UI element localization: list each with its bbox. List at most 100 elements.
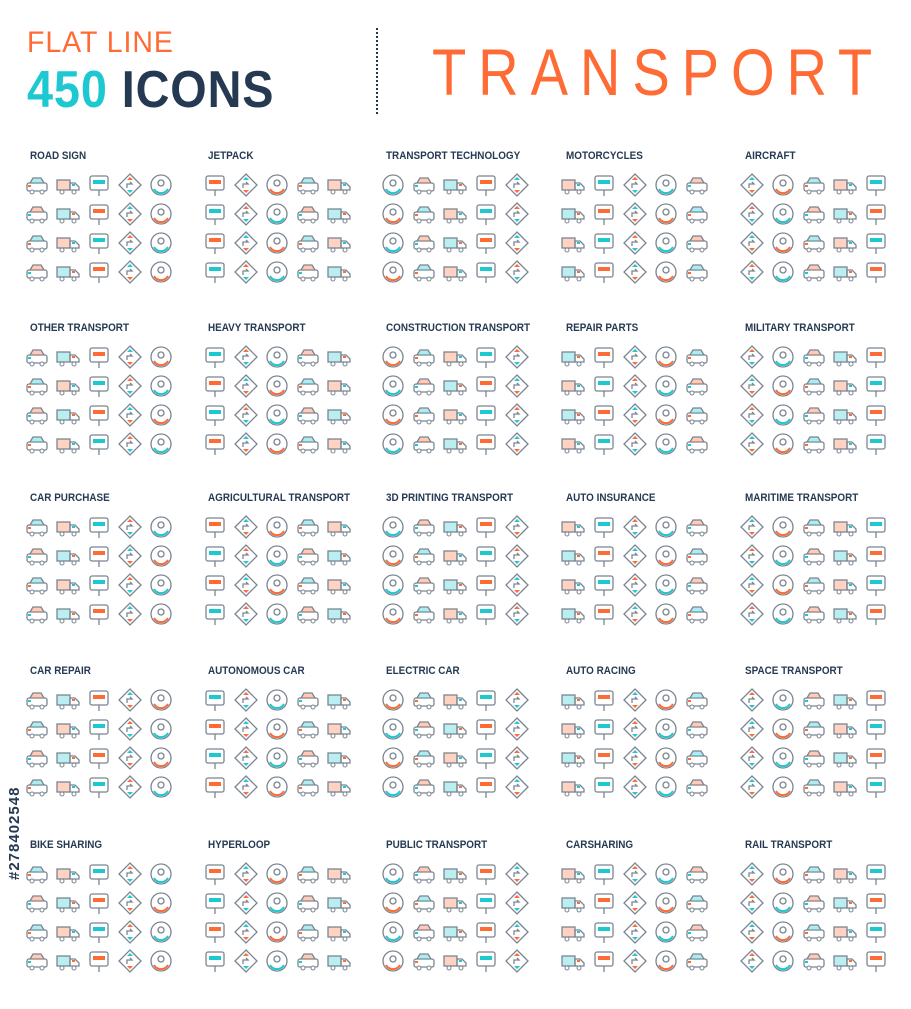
diamond-icon xyxy=(505,173,529,197)
sign-icon xyxy=(866,175,886,196)
circle-icon xyxy=(382,776,404,798)
circle-icon xyxy=(655,232,677,254)
category-military-transport: MILITARY TRANSPORT xyxy=(740,322,911,492)
circle-icon xyxy=(382,863,404,885)
diamond-icon xyxy=(623,920,647,944)
diamond-icon xyxy=(234,688,258,712)
diamond-icon xyxy=(118,432,142,456)
circle-icon xyxy=(655,375,677,397)
sign-icon xyxy=(594,893,614,914)
circle-icon xyxy=(382,433,404,455)
sign-icon xyxy=(594,690,614,711)
car-icon xyxy=(686,548,708,566)
circle-icon xyxy=(150,747,172,769)
circle-icon xyxy=(150,863,172,885)
truck-icon xyxy=(443,208,467,224)
circle-icon xyxy=(266,574,288,596)
sign-icon xyxy=(866,719,886,740)
diamond-icon xyxy=(623,374,647,398)
diamond-icon xyxy=(623,891,647,915)
icon-grid xyxy=(24,861,179,977)
sign-icon xyxy=(89,434,109,455)
truck-icon xyxy=(561,409,585,425)
diamond-icon xyxy=(740,746,764,770)
truck-icon xyxy=(327,179,351,195)
car-icon xyxy=(803,548,825,566)
circle-icon xyxy=(655,950,677,972)
car-icon xyxy=(413,407,435,425)
truck-icon xyxy=(443,438,467,454)
truck-icon xyxy=(327,550,351,566)
icon-grid xyxy=(202,172,357,288)
sign-icon xyxy=(205,405,225,426)
sign-icon xyxy=(205,546,225,567)
circle-icon xyxy=(150,545,172,567)
truck-icon xyxy=(833,723,857,739)
icon-grid xyxy=(380,514,535,630)
circle-icon xyxy=(382,404,404,426)
diamond-icon xyxy=(740,515,764,539)
diamond-icon xyxy=(505,231,529,255)
sign-icon xyxy=(476,575,496,596)
diamond-icon xyxy=(234,515,258,539)
car-icon xyxy=(686,349,708,367)
truck-icon xyxy=(443,380,467,396)
circle-icon xyxy=(772,747,794,769)
truck-icon xyxy=(327,208,351,224)
diamond-icon xyxy=(505,202,529,226)
truck-icon xyxy=(561,955,585,971)
diamond-icon xyxy=(623,949,647,973)
diamond-icon xyxy=(118,717,142,741)
car-icon xyxy=(803,177,825,195)
category-label: OTHER TRANSPORT xyxy=(30,322,129,334)
sign-icon xyxy=(866,262,886,283)
car-icon xyxy=(686,924,708,942)
car-icon xyxy=(413,264,435,282)
category-label: PUBLIC TRANSPORT xyxy=(386,839,488,851)
circle-icon xyxy=(382,261,404,283)
subtitle: FLAT LINE xyxy=(27,26,174,59)
truck-icon xyxy=(833,781,857,797)
diamond-icon xyxy=(234,173,258,197)
car-icon xyxy=(803,924,825,942)
diamond-icon xyxy=(740,949,764,973)
car-icon xyxy=(413,577,435,595)
truck-icon xyxy=(327,351,351,367)
category-aircraft: AIRCRAFT xyxy=(740,150,911,320)
truck-icon xyxy=(833,752,857,768)
truck-icon xyxy=(443,179,467,195)
truck-icon xyxy=(443,237,467,253)
truck-icon xyxy=(327,897,351,913)
diamond-icon xyxy=(118,544,142,568)
diamond-icon xyxy=(740,775,764,799)
sign-icon xyxy=(866,777,886,798)
diamond-icon xyxy=(118,602,142,626)
car-icon xyxy=(686,436,708,454)
sign-icon xyxy=(866,864,886,885)
truck-icon xyxy=(833,608,857,624)
truck-icon xyxy=(443,579,467,595)
car-icon xyxy=(297,235,319,253)
car-icon xyxy=(686,519,708,537)
icon-grid xyxy=(24,687,179,803)
sign-icon xyxy=(594,719,614,740)
category-heavy-transport: HEAVY TRANSPORT xyxy=(205,322,386,492)
circle-icon xyxy=(266,689,288,711)
truck-icon xyxy=(443,781,467,797)
truck-icon xyxy=(443,409,467,425)
car-icon xyxy=(297,750,319,768)
diamond-icon xyxy=(740,231,764,255)
diamond-icon xyxy=(623,231,647,255)
category-label: MOTORCYCLES xyxy=(566,150,643,162)
sign-icon xyxy=(476,690,496,711)
sign-icon xyxy=(89,951,109,972)
car-icon xyxy=(413,750,435,768)
category-label: CAR REPAIR xyxy=(30,665,91,677)
category-auto-racing: AUTO RACING xyxy=(561,665,744,835)
car-icon xyxy=(413,721,435,739)
circle-icon xyxy=(266,747,288,769)
diamond-icon xyxy=(505,260,529,284)
diamond-icon xyxy=(505,432,529,456)
truck-icon xyxy=(561,723,585,739)
sign-icon xyxy=(866,893,886,914)
